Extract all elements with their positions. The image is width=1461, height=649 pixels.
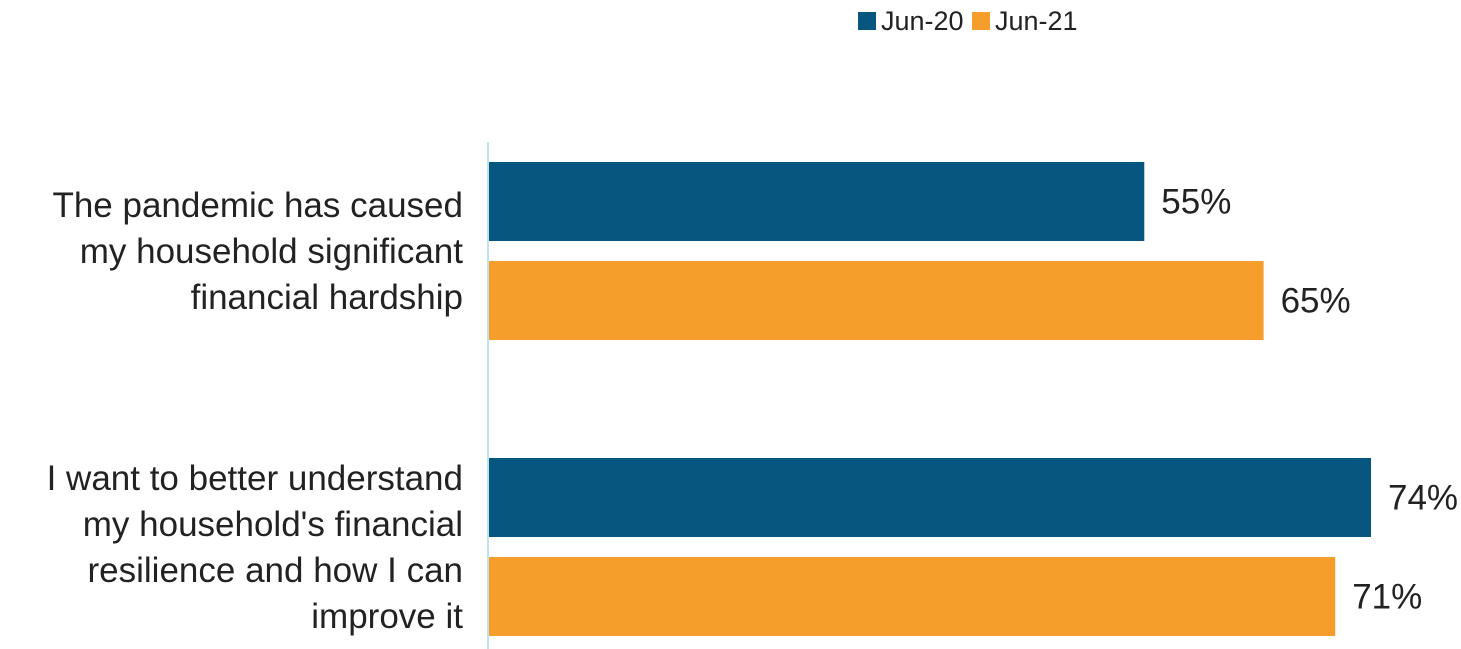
value-label-jun-21-2: 71% bbox=[1352, 578, 1422, 617]
legend: Jun-20 Jun-21 bbox=[858, 6, 1078, 36]
legend-swatch-jun-20 bbox=[858, 12, 876, 30]
category-label-1: The pandemic has caused my household sign… bbox=[52, 186, 463, 317]
category-label-line: financial hardship bbox=[191, 278, 463, 317]
bar-jun-21-2 bbox=[489, 557, 1336, 636]
legend-swatch-jun-21 bbox=[972, 12, 990, 30]
category-label-line: resilience and how I can bbox=[88, 551, 464, 590]
bar-jun-20-2 bbox=[489, 458, 1371, 537]
bars bbox=[489, 162, 1371, 636]
legend-label-jun-20: Jun-20 bbox=[881, 6, 964, 36]
category-labels: The pandemic has caused my household sign… bbox=[47, 186, 464, 636]
legend-label-jun-21: Jun-21 bbox=[995, 6, 1078, 36]
value-labels: 55% 65% 74% 71% bbox=[1161, 183, 1458, 617]
value-label-jun-21-1: 65% bbox=[1281, 282, 1351, 321]
value-label-jun-20-1: 55% bbox=[1161, 183, 1231, 222]
category-label-line: my household significant bbox=[80, 232, 464, 271]
category-label-line: improve it bbox=[311, 597, 463, 636]
category-label-line: The pandemic has caused bbox=[52, 186, 463, 225]
category-label-line: my household's financial bbox=[83, 505, 463, 544]
category-label-2: I want to better understand my household'… bbox=[47, 459, 464, 636]
category-label-line: I want to better understand bbox=[47, 459, 463, 498]
value-label-jun-20-2: 74% bbox=[1388, 479, 1458, 518]
bar-jun-20-1 bbox=[489, 162, 1145, 241]
bar-jun-21-1 bbox=[489, 261, 1264, 340]
